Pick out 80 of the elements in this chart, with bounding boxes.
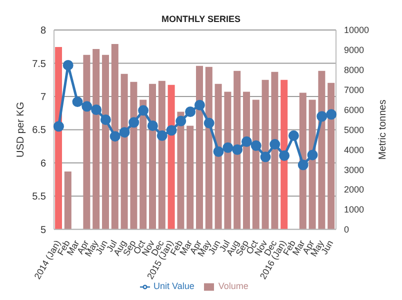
point [100,114,111,125]
point [156,130,168,141]
point [270,139,280,150]
point [82,101,92,112]
bar [328,82,335,230]
bar [55,46,62,230]
y2-tick-label: 3000 [344,164,364,175]
point [298,160,308,170]
y-tick-label: 5 [40,224,46,236]
y2-tick-label: 5000 [344,124,364,135]
bar [168,84,175,230]
y2-tick-label: 6000 [344,104,364,115]
point [119,127,130,138]
bar [177,112,184,230]
bar [111,44,118,230]
bar [140,100,147,230]
point [72,96,83,108]
bar [224,92,232,230]
point [250,140,262,151]
point [176,116,186,126]
point [204,118,214,128]
bar [83,54,90,230]
bar [262,80,269,230]
bar [149,84,156,230]
bar [234,70,241,230]
bar [158,80,166,230]
bar [318,70,326,230]
bar [102,54,109,230]
point [222,142,234,153]
point [128,117,140,128]
point [185,106,196,117]
y-tick-label: 7 [40,92,46,104]
point [147,120,158,131]
point [166,125,177,136]
y-tick-label: 6.5 [32,125,46,136]
bar [205,66,212,230]
legend-label: Volume [218,281,248,292]
point [194,100,205,110]
point [138,105,149,116]
point [326,109,337,120]
bar [280,80,288,230]
y2-tick-label: 0 [344,224,350,235]
y2-tick-label: 4000 [344,144,364,155]
y-axis-title: USD per KG [16,102,27,158]
y2-tick-label: 10000 [344,25,370,36]
bar [120,74,128,230]
bar [271,72,278,230]
point [91,104,102,115]
y-tick-label: 5.5 [32,192,46,203]
point [53,121,64,132]
bar [252,100,260,230]
point [307,150,318,160]
bar [130,82,138,230]
point [241,136,252,147]
y2-tick-label: 8000 [344,65,364,76]
bar [214,84,222,230]
y2-tick-label: 9000 [344,45,364,56]
chart-title: MONTHLY SERIES [161,14,241,24]
bar [186,126,194,230]
bar [196,66,203,230]
point [232,144,243,155]
y-tick-label: 8 [40,26,46,37]
point [288,130,299,141]
point [213,146,224,157]
y2-tick-label: 7000 [344,85,364,96]
bar [92,48,100,230]
point [62,60,74,70]
bar [299,92,306,230]
point [110,131,120,142]
bar [64,172,72,230]
point [316,111,328,122]
bar [243,92,250,230]
y-tick-label: 7.5 [32,58,46,70]
point [279,150,290,161]
y2-tick-label: 1000 [344,204,364,215]
y2-tick-label: 2000 [344,184,364,195]
y-tick-label: 6 [40,158,46,170]
point [260,152,271,162]
legend-label: Unit Value [154,281,194,292]
y2-axis-title: Metric tonnes [378,100,389,160]
